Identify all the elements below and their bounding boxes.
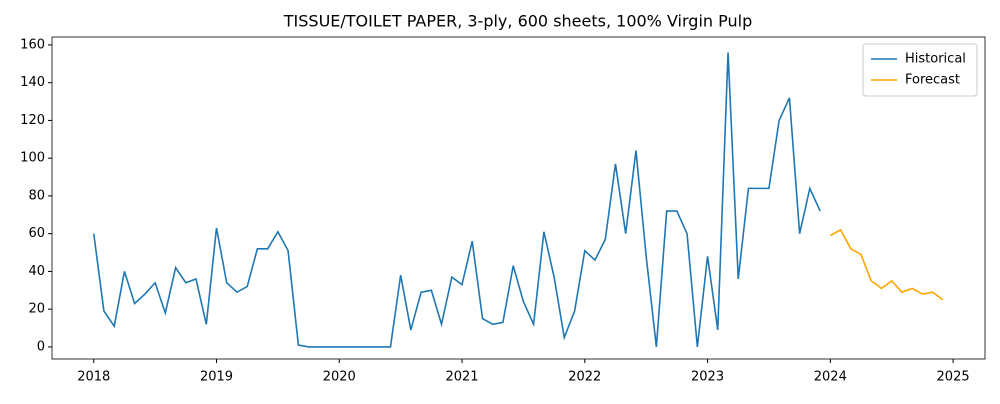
series-line (829, 228, 944, 301)
legend-box (862, 43, 978, 97)
y-tick-label: 20 (28, 302, 45, 317)
y-tick-label: 80 (28, 188, 45, 203)
y-tick-label: 160 (20, 37, 45, 52)
chart-title: TISSUE/TOILET PAPER, 3-ply, 600 sheets, … (283, 12, 752, 31)
x-tick-label: 2023 (691, 370, 724, 385)
x-tick-label: 2020 (323, 370, 356, 385)
x-tick-label: 2018 (77, 370, 110, 385)
x-tick-label: 2022 (568, 370, 601, 385)
y-tick-label: 40 (28, 264, 45, 279)
x-tick-label: 2019 (200, 370, 233, 385)
series-line (92, 52, 821, 348)
legend-label: Historical (905, 52, 966, 67)
x-tick-label: 2024 (814, 370, 847, 385)
legend-label: Forecast (905, 73, 960, 88)
y-tick-label: 140 (20, 75, 45, 90)
y-tick-label: 0 (37, 339, 45, 354)
y-tick-label: 60 (28, 226, 45, 241)
y-tick-label: 100 (20, 151, 45, 166)
x-tick-label: 2025 (937, 370, 970, 385)
y-tick-label: 120 (20, 113, 45, 128)
plot-frame (51, 36, 986, 360)
x-tick-label: 2021 (445, 370, 478, 385)
